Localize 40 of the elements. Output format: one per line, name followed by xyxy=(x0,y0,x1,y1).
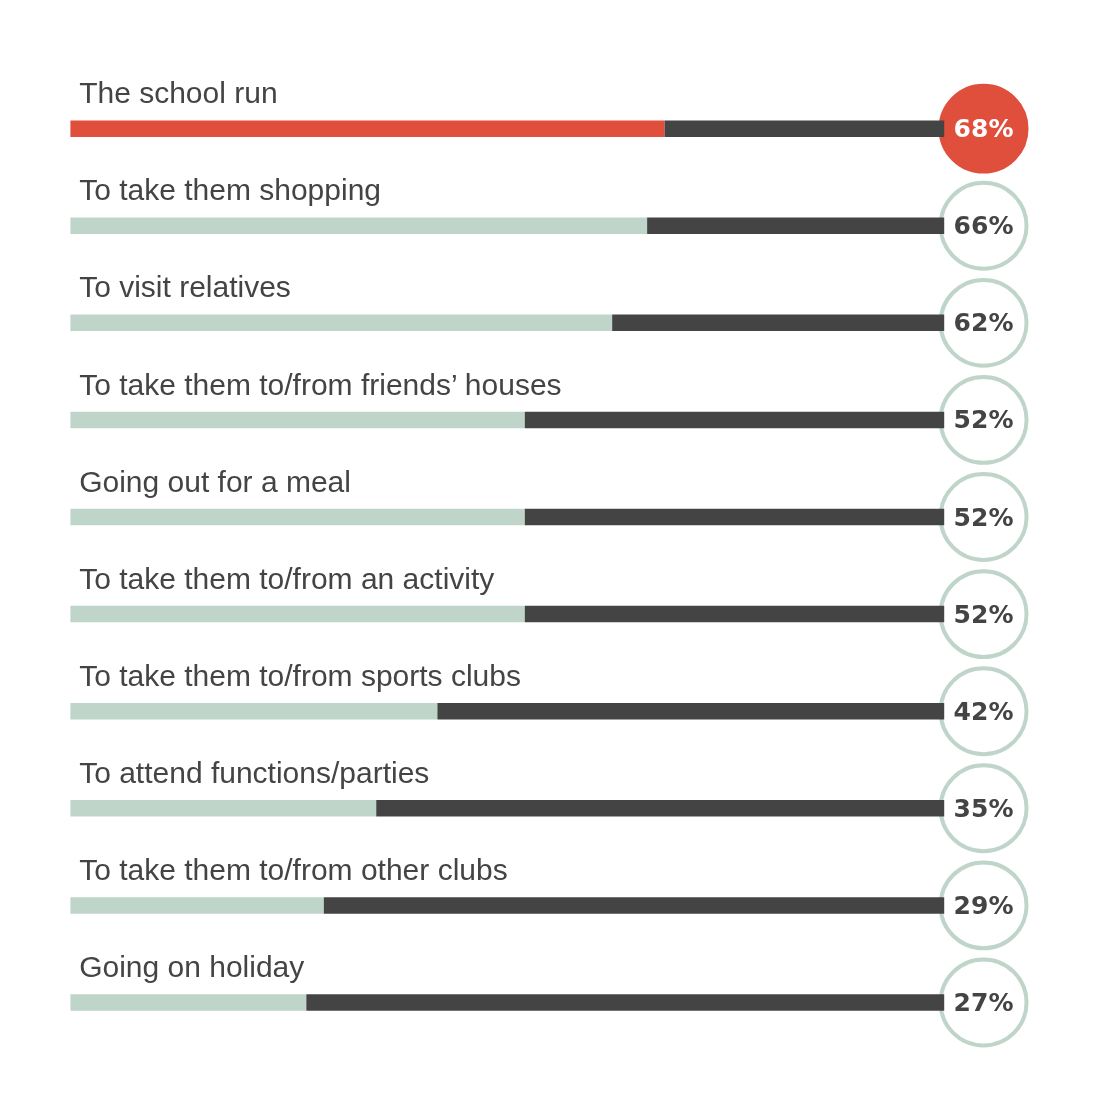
bar xyxy=(70,800,377,817)
bar xyxy=(612,314,945,332)
y-tick-label: To take them to/from friends’ houses xyxy=(79,367,562,401)
y-tick-label: To visit relatives xyxy=(79,270,291,304)
data-label: 52% xyxy=(953,502,1014,532)
data-label: 42% xyxy=(953,696,1014,726)
data-label: 52% xyxy=(953,405,1014,435)
y-tick-label: The school run xyxy=(79,76,278,110)
data-label: 68% xyxy=(953,114,1014,144)
y-tick-label: Going on holiday xyxy=(79,950,305,984)
y-tick-label: Going out for a meal xyxy=(79,464,351,498)
bar xyxy=(376,800,945,817)
bar xyxy=(70,217,648,234)
data-label: 62% xyxy=(953,308,1014,338)
bar xyxy=(647,217,945,234)
bar xyxy=(524,411,945,429)
bar xyxy=(70,411,525,429)
data-label: 52% xyxy=(953,599,1014,629)
bar xyxy=(70,994,307,1011)
bar xyxy=(70,314,613,332)
y-tick-label: To take them to/from sports clubs xyxy=(79,658,521,692)
bar xyxy=(70,120,665,137)
bar xyxy=(323,897,945,914)
data-label: 66% xyxy=(953,211,1014,241)
bar xyxy=(306,994,945,1011)
y-tick-label: To take them to/from an activity xyxy=(79,561,495,595)
bar xyxy=(70,702,438,720)
bar xyxy=(524,605,945,623)
bar xyxy=(524,508,945,526)
data-label: 29% xyxy=(953,890,1014,920)
data-label: 27% xyxy=(953,987,1014,1017)
bar xyxy=(70,508,525,526)
bar xyxy=(70,897,324,914)
y-tick-label: To attend functions/parties xyxy=(79,755,430,789)
bar xyxy=(437,702,945,720)
data-label: 35% xyxy=(953,793,1014,823)
y-tick-label: To take them shopping xyxy=(79,173,382,207)
bar xyxy=(664,120,945,137)
bar xyxy=(70,605,525,623)
y-tick-label: To take them to/from other clubs xyxy=(79,852,508,886)
